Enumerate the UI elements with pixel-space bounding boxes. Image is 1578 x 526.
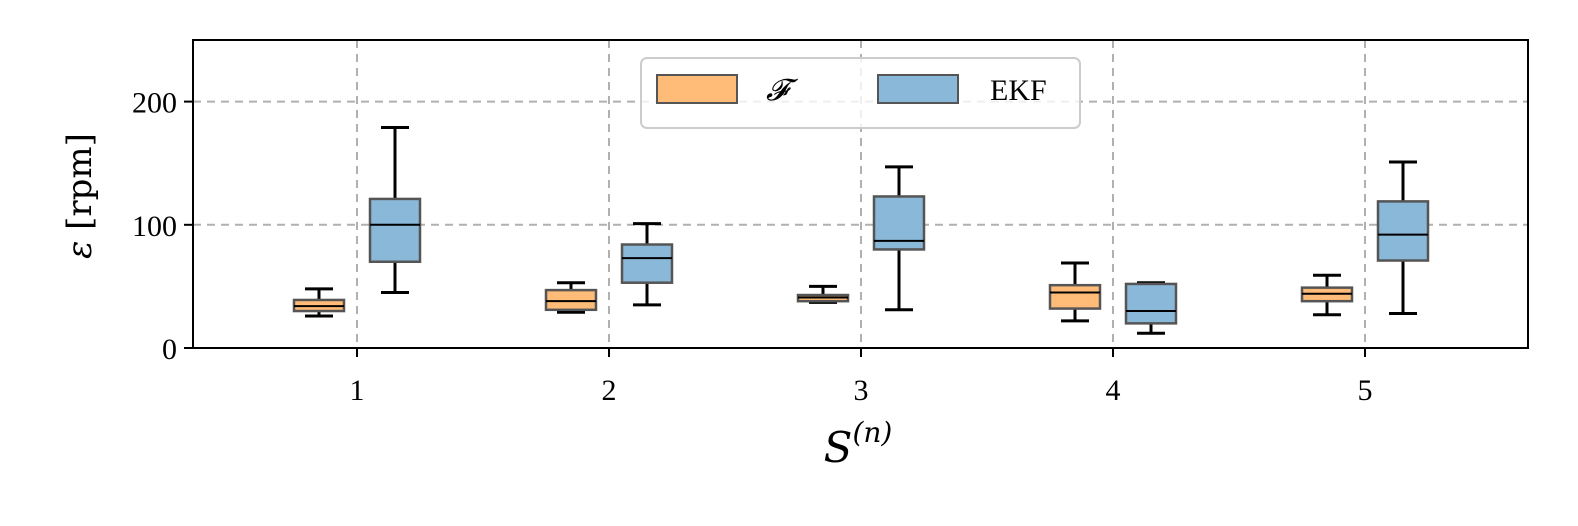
legend-box [640, 57, 1081, 129]
x-tick-label: 3 [854, 374, 869, 407]
y-tick-label: 0 [162, 333, 177, 366]
box-f-3 [796, 284, 850, 304]
legend-swatch-f [656, 74, 738, 104]
box-f-4 [1048, 261, 1102, 323]
x-axis-label: S(n) [824, 416, 893, 472]
box-iqr [1124, 282, 1178, 325]
box-f-2 [544, 281, 598, 314]
box-iqr [368, 197, 422, 264]
box-ekf-3 [872, 165, 926, 312]
y-axis-label: ε [rpm] [60, 133, 100, 259]
box-iqr [1048, 283, 1102, 310]
box-series [292, 125, 1430, 335]
y-axis-label-symbol: ε [60, 241, 100, 259]
y-axis-ticks: 0 100 200 [132, 87, 193, 366]
y-tick-label: 200 [132, 87, 177, 120]
svg-text:ε [rpm]: ε [rpm] [60, 133, 100, 259]
x-tick-label: 5 [1358, 374, 1373, 407]
y-axis-label-unit: [rpm] [60, 133, 100, 230]
legend: 𝓕 EKF [640, 57, 1081, 129]
x-tick-label: 4 [1106, 374, 1121, 407]
box-ekf-5 [1376, 160, 1430, 316]
box-iqr [1376, 200, 1430, 262]
y-tick-label: 100 [132, 210, 177, 243]
legend-swatch-ekf [877, 74, 959, 104]
box-iqr [620, 243, 674, 284]
box-f-5 [1300, 273, 1354, 317]
x-axis-label-base: S [824, 423, 853, 472]
box-ekf-1 [368, 125, 422, 295]
x-axis-ticks: 1 2 3 4 5 [350, 348, 1373, 407]
x-tick-label: 1 [350, 374, 365, 407]
box-f-1 [292, 287, 346, 318]
legend-label-ekf: EKF [990, 74, 1047, 107]
x-tick-label: 2 [602, 374, 617, 407]
box-ekf-4 [1124, 281, 1178, 335]
x-axis-label-sup: (n) [852, 416, 892, 449]
grid-lines [193, 40, 1528, 348]
box-ekf-2 [620, 222, 674, 307]
box-iqr [544, 288, 598, 312]
